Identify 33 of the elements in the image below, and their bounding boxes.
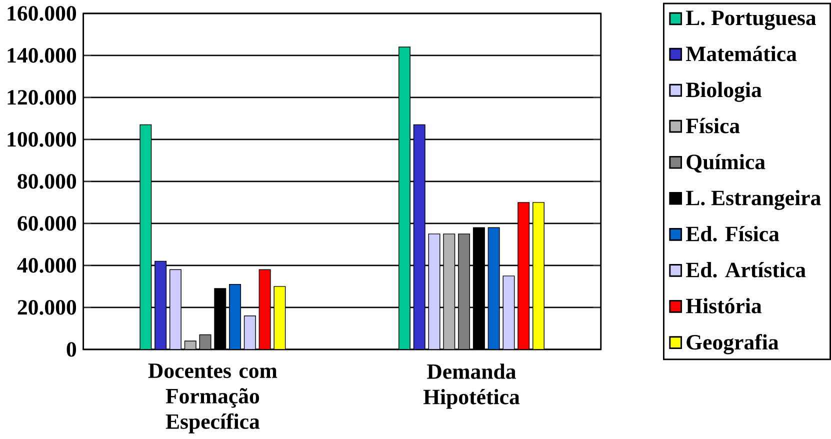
legend-label: História [686,298,762,314]
y-tick-label: 20.000 [18,300,76,315]
legend-label: L. Portuguesa [686,10,816,30]
y-tick-label: 80.000 [18,174,76,189]
legend-label: L. Estrangeira [686,190,821,210]
bar [518,202,530,350]
bar [488,227,500,350]
y-tick-label: 140.000 [8,48,76,63]
y-tick-label: 40.000 [17,258,76,273]
bar [140,124,152,350]
bar [274,286,286,350]
bar [532,202,544,350]
bar [398,46,410,350]
legend-label: Matemática [686,46,797,62]
bar [169,269,182,350]
bar [229,284,242,350]
bar [244,315,256,350]
y-tick-label: 60.000 [18,216,76,231]
bar [502,275,515,350]
bar [428,233,440,350]
y-tick-label: 100.000 [8,132,76,147]
x-tick-label: Demanda Hipotética [423,363,520,409]
bar [258,269,271,350]
legend-label: Ed. Artística [686,262,806,278]
y-tick-label: 160.000 [8,6,76,21]
y-tick-label: 0 [66,342,76,357]
legend-label: Ed. Física [686,226,780,242]
legend-label: Geografia [686,334,778,354]
legend-label: Biologia [686,82,762,102]
x-tick-label: Docentes com Formação Específica [148,363,278,434]
legend-label: Física [686,118,740,134]
legend-label: Química [686,154,766,172]
y-tick-label: 120.000 [8,90,76,105]
